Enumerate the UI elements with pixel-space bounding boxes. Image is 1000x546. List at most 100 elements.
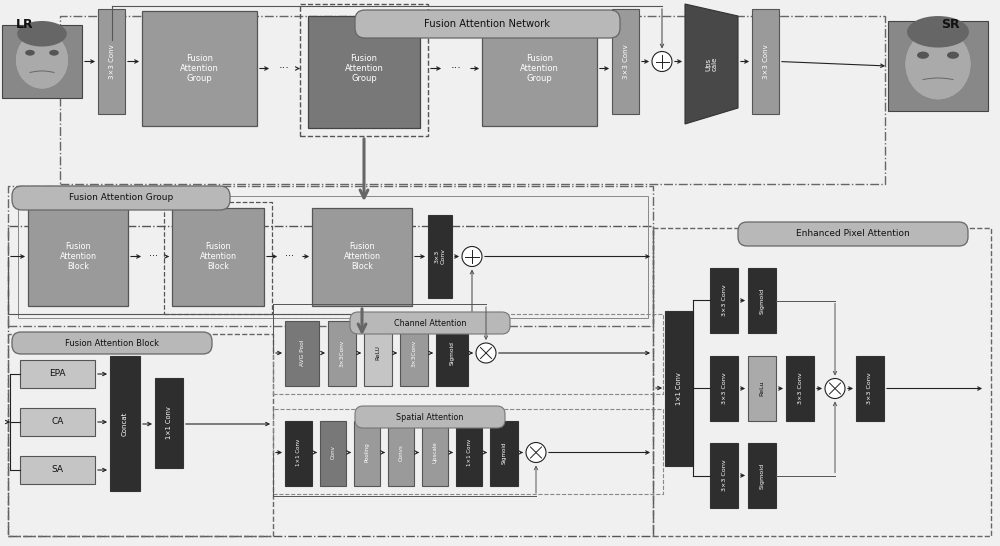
Text: 3×3
Conv: 3×3 Conv [435, 248, 445, 264]
Circle shape [476, 343, 496, 363]
Bar [18, 196, 648, 318]
Bar [388, 421, 414, 486]
Text: Enhanced Pixel Attention: Enhanced Pixel Attention [796, 229, 910, 239]
Ellipse shape [907, 16, 969, 48]
FancyBboxPatch shape [738, 222, 968, 246]
Text: Sigmoid: Sigmoid [449, 341, 454, 365]
Bar [28, 208, 128, 306]
FancyBboxPatch shape [12, 332, 212, 354]
Text: Fusion Attention Block: Fusion Attention Block [65, 339, 159, 347]
FancyBboxPatch shape [355, 10, 620, 38]
Text: 3×3 Conv: 3×3 Conv [622, 44, 629, 79]
Bar [8, 226, 653, 536]
Bar [653, 228, 991, 536]
Bar [888, 21, 988, 111]
Bar [273, 314, 663, 394]
Text: Fusion
Attention
Block: Fusion Attention Block [200, 241, 237, 271]
Circle shape [825, 378, 845, 399]
Bar [300, 4, 428, 136]
Bar [285, 321, 319, 386]
Circle shape [526, 442, 546, 462]
Bar [285, 421, 312, 486]
Bar [482, 11, 597, 126]
Bar [172, 208, 264, 306]
Bar [786, 356, 814, 421]
Text: 3×3 Conv: 3×3 Conv [108, 44, 114, 79]
Bar [155, 378, 183, 468]
Text: Conv: Conv [330, 446, 336, 459]
Text: Upscale: Upscale [432, 442, 437, 464]
Text: 3×3 Conv: 3×3 Conv [722, 284, 726, 316]
Text: Convs: Convs [398, 444, 404, 461]
Text: 1×1 Conv: 1×1 Conv [166, 407, 172, 440]
Bar [308, 16, 420, 128]
Bar [400, 321, 428, 386]
Ellipse shape [17, 21, 67, 46]
Text: EPA: EPA [49, 370, 66, 378]
Text: Pooling: Pooling [364, 443, 370, 462]
Bar [20, 408, 95, 436]
Text: SR: SR [941, 17, 959, 31]
Circle shape [462, 246, 482, 266]
Text: Spatial Attention: Spatial Attention [396, 412, 464, 422]
Text: 3×3 Conv: 3×3 Conv [798, 373, 802, 404]
Text: ReLu: ReLu [760, 381, 765, 396]
Bar [312, 208, 412, 306]
Bar [422, 421, 448, 486]
Bar [320, 421, 346, 486]
Ellipse shape [49, 50, 59, 56]
Ellipse shape [25, 50, 35, 56]
Bar [490, 421, 518, 486]
Text: Fusion
Attention
Group: Fusion Attention Group [180, 54, 219, 84]
Bar [710, 443, 738, 508]
Text: ReLU: ReLU [376, 346, 380, 360]
Text: ···: ··· [279, 63, 289, 74]
Ellipse shape [16, 32, 68, 88]
Text: 1×1 Conv: 1×1 Conv [467, 439, 472, 466]
Text: Sigmoid: Sigmoid [760, 462, 765, 489]
Bar [748, 443, 776, 508]
FancyBboxPatch shape [355, 406, 505, 428]
Bar [273, 409, 663, 494]
Bar [710, 356, 738, 421]
Bar [612, 9, 639, 114]
Text: 3×3Conv: 3×3Conv [340, 340, 344, 366]
Bar [328, 321, 356, 386]
Text: Sigmoid: Sigmoid [502, 441, 507, 464]
Text: Fusion
Attention
Block: Fusion Attention Block [60, 241, 96, 271]
Text: Channel Attention: Channel Attention [394, 318, 466, 328]
Circle shape [652, 51, 672, 72]
Bar [428, 215, 452, 298]
Bar [8, 334, 273, 536]
Bar [748, 356, 776, 421]
Text: AVG Pool: AVG Pool [300, 340, 304, 366]
Text: 3×3 Conv: 3×3 Conv [763, 44, 768, 79]
Bar [142, 11, 257, 126]
Polygon shape [685, 4, 738, 124]
Text: Fusion
Attention
Group: Fusion Attention Group [520, 54, 559, 84]
Bar [456, 421, 482, 486]
Ellipse shape [906, 29, 971, 99]
Ellipse shape [917, 52, 929, 59]
Ellipse shape [906, 29, 971, 99]
Text: SA: SA [52, 466, 64, 474]
Bar [8, 186, 653, 326]
Bar [436, 321, 468, 386]
Bar [20, 456, 95, 484]
Bar [20, 360, 95, 388]
Bar [98, 9, 125, 114]
Bar [110, 356, 140, 491]
Text: ···: ··· [286, 252, 294, 262]
Bar [665, 311, 693, 466]
Text: 1×1 Conv: 1×1 Conv [296, 439, 301, 466]
Text: Sigmoid: Sigmoid [760, 287, 765, 313]
Text: Fusion Attention Group: Fusion Attention Group [69, 193, 173, 203]
Ellipse shape [16, 32, 68, 88]
Bar [60, 16, 885, 184]
Bar [856, 356, 884, 421]
Bar [354, 421, 380, 486]
Text: ···: ··· [451, 63, 461, 74]
Text: 3×3 Conv: 3×3 Conv [867, 373, 872, 404]
Text: 3×3 Conv: 3×3 Conv [722, 373, 726, 404]
Bar [710, 268, 738, 333]
